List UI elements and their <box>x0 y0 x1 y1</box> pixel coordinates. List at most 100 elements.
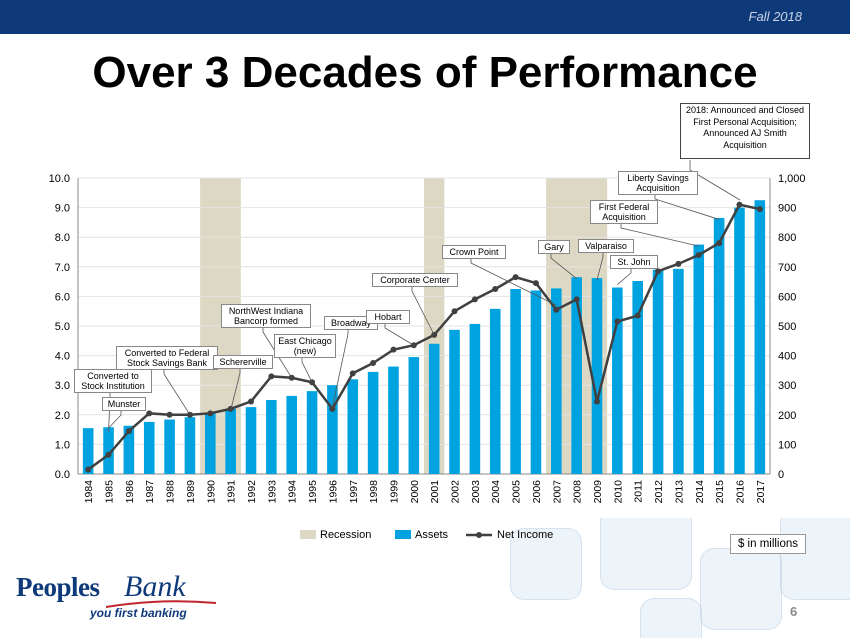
net-income-point <box>125 428 132 435</box>
assets-bar <box>428 343 440 474</box>
assets-bar <box>734 207 745 474</box>
assets-bar <box>510 289 521 474</box>
assets-bar <box>306 391 318 474</box>
page-number: 6 <box>790 604 798 619</box>
assets-bar <box>754 200 766 474</box>
annotation-2010: St. John <box>610 255 658 269</box>
right-tick-label: 900 <box>778 203 796 215</box>
annotation-2009: Valparaiso <box>578 239 634 253</box>
left-tick-label: 9.0 <box>55 203 70 215</box>
right-tick-label: 1,000 <box>778 173 806 185</box>
x-tick-label: 1996 <box>327 480 339 504</box>
assets-bar <box>449 329 460 474</box>
net-income-point <box>390 346 397 353</box>
right-tick-label: 600 <box>778 291 796 303</box>
assets-bar <box>82 428 94 474</box>
assets-bar <box>591 278 603 474</box>
logo-tagline: you first banking <box>90 606 187 620</box>
x-tick-label: 2002 <box>450 480 462 504</box>
legend-marker-net-income <box>476 532 482 538</box>
net-income-line <box>87 203 761 471</box>
x-tick-label: 2007 <box>551 480 563 504</box>
assets-bar <box>143 421 155 474</box>
note-2018-leader <box>689 160 741 201</box>
page-title: Over 3 Decades of Performance <box>92 48 758 97</box>
assets-bar <box>388 366 399 474</box>
x-tick-label: 1986 <box>124 480 136 504</box>
annotation-leader <box>470 259 557 306</box>
x-tick-label: 1991 <box>226 480 238 504</box>
annotation-leader <box>617 269 632 285</box>
assets-bar <box>225 408 236 474</box>
assets-bar <box>286 395 297 474</box>
annotation-1996: Broadway <box>324 316 378 330</box>
annotation-leader <box>596 253 604 281</box>
annotation-1984: Converted to Stock Institution <box>74 369 152 393</box>
x-tick-label: 1988 <box>165 480 177 504</box>
x-tick-label: 1987 <box>144 480 156 504</box>
assets-bar <box>693 244 705 474</box>
annotation-2008: Gary <box>538 240 570 254</box>
x-tick-label: 2015 <box>714 480 726 504</box>
assets-bar <box>652 269 664 474</box>
logo-word-bank: Bank <box>124 570 186 603</box>
left-tick-label: 0.0 <box>55 469 70 481</box>
x-tick-label: 2016 <box>734 480 746 504</box>
x-tick-label: 1985 <box>104 480 116 504</box>
right-tick-label: 0 <box>778 469 784 481</box>
annotation-1995: East Chicago (new) <box>274 334 336 358</box>
left-tick-label: 8.0 <box>55 232 70 244</box>
x-tick-label: 1998 <box>368 480 380 504</box>
x-tick-label: 2012 <box>653 480 665 504</box>
assets-bar <box>469 323 481 474</box>
x-tick-label: 2000 <box>409 480 421 504</box>
assets-bar <box>530 290 542 474</box>
net-income-point <box>166 411 173 418</box>
logo-word-peoples: Peoples <box>16 572 100 602</box>
logo-swoosh-icon <box>106 600 216 608</box>
assets-bar <box>164 419 175 474</box>
right-tick-label: 700 <box>778 262 796 274</box>
legend-label-assets: Assets <box>415 529 449 541</box>
assets-bar <box>103 427 114 474</box>
peoples-bank-logo: Peoples Bank you first banking <box>16 570 216 628</box>
x-tick-label: 2008 <box>572 480 584 504</box>
annotation-leader <box>301 358 313 383</box>
assets-bar <box>347 379 359 474</box>
net-income-point <box>370 360 377 366</box>
assets-bar <box>205 412 216 474</box>
assets-bar <box>123 425 135 474</box>
legend-swatch-assets <box>395 530 411 539</box>
left-tick-label: 3.0 <box>55 380 70 392</box>
season-label: Fall 2018 <box>748 9 802 24</box>
x-tick-label: 2013 <box>673 480 685 504</box>
net-income-point <box>512 274 519 281</box>
net-income-point <box>248 398 254 405</box>
x-tick-label: 1990 <box>205 480 217 504</box>
annotation-2000: Hobart <box>366 310 410 324</box>
assets-bar <box>367 371 379 474</box>
net-income-point <box>756 206 763 213</box>
annotation-leader <box>620 224 699 247</box>
net-income-point <box>146 410 153 417</box>
net-income-point <box>634 312 641 319</box>
x-tick-label: 2011 <box>633 480 645 503</box>
assets-bar <box>632 281 643 474</box>
left-tick-label: 10.0 <box>49 173 70 185</box>
x-tick-label: 1995 <box>307 480 319 504</box>
assets-bar <box>551 288 562 474</box>
x-tick-label: 2005 <box>511 480 523 504</box>
left-tick-label: 1.0 <box>55 439 70 451</box>
x-tick-label: 2006 <box>531 480 543 504</box>
x-tick-label: 1999 <box>388 480 400 504</box>
annotation-2014: First Federal Acquisition <box>590 200 658 224</box>
left-tick-label: 6.0 <box>55 291 70 303</box>
left-tick-label: 2.0 <box>55 410 70 422</box>
annotation-1994: NorthWest Indiana Bancorp formed <box>221 304 311 328</box>
x-tick-label: 1992 <box>246 480 258 504</box>
right-tick-label: 100 <box>778 439 796 451</box>
legend-label-net-income: Net Income <box>497 529 553 541</box>
right-tick-label: 200 <box>778 410 796 422</box>
net-income-point <box>532 280 539 287</box>
